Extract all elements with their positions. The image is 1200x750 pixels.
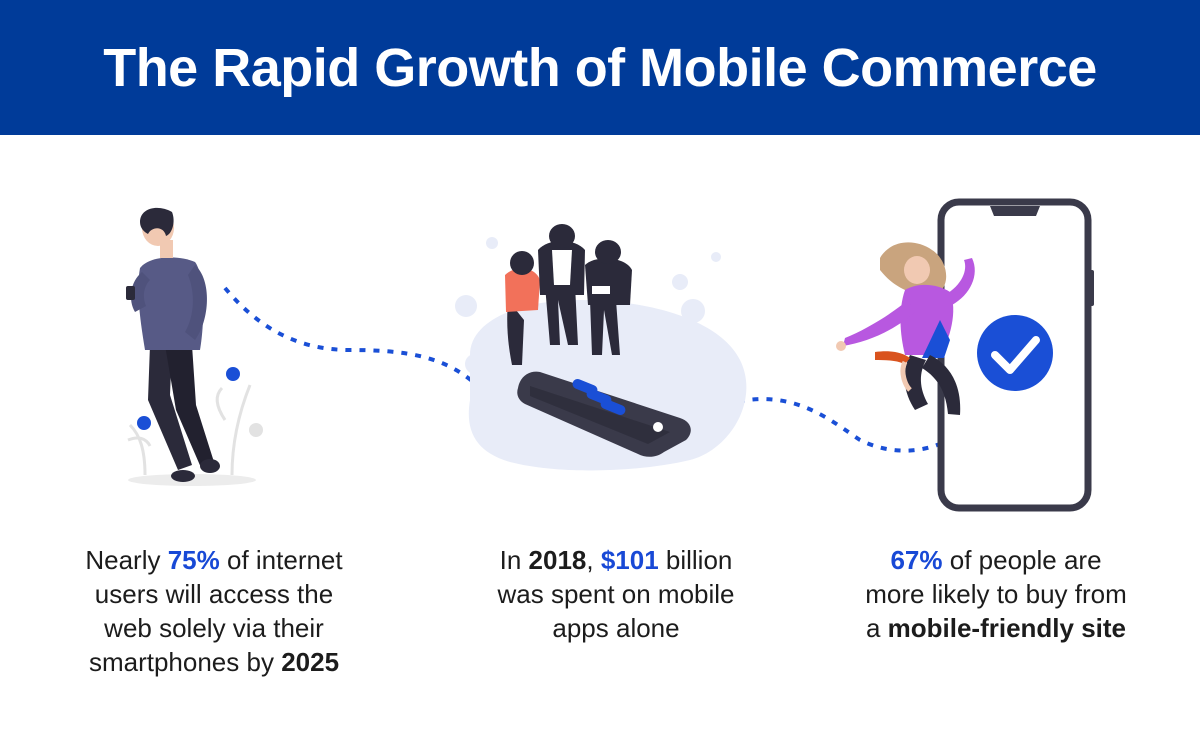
- caption-line: Nearly 75% of internet: [85, 545, 343, 575]
- caption-line: 67% of people are: [890, 545, 1102, 575]
- caption-line: a mobile-friendly site: [865, 613, 1127, 643]
- person-with-phone-icon: [126, 207, 263, 486]
- illustration-area: [0, 135, 1200, 535]
- stat-year: 2018: [528, 545, 587, 575]
- page-title: The Rapid Growth of Mobile Commerce: [103, 37, 1097, 98]
- stat-emphasis: mobile-friendly site: [887, 613, 1127, 643]
- stat-caption-internet-users: Nearly 75% of internet users will access…: [44, 543, 384, 679]
- header-banner: The Rapid Growth of Mobile Commerce: [0, 0, 1200, 135]
- dotted-connector-right: [724, 397, 970, 453]
- stat-highlight: $101: [600, 545, 659, 575]
- caption-line: web solely via their: [104, 613, 324, 643]
- checkmark-icon: [977, 315, 1053, 391]
- caption-line: smartphones by 2025: [88, 647, 340, 677]
- stat-highlight: 75%: [167, 545, 220, 575]
- woman-jumping-icon: [836, 242, 975, 415]
- caption-line: was spent on mobile: [497, 579, 735, 609]
- group-with-phone-icon: [455, 224, 747, 471]
- caption-line: In 2018, $101 billion: [499, 545, 733, 575]
- caption-line: more likely to buy from: [865, 579, 1127, 609]
- stat-caption-app-spend: In 2018, $101 billion was spent on mobil…: [446, 543, 786, 645]
- stat-highlight: 67%: [890, 545, 943, 575]
- dotted-connector-left: [223, 286, 497, 407]
- caption-line: users will access the: [94, 579, 334, 609]
- stat-caption-mobile-friendly: 67% of people are more likely to buy fro…: [826, 543, 1166, 645]
- caption-line: apps alone: [552, 613, 680, 643]
- stat-year: 2025: [281, 647, 340, 677]
